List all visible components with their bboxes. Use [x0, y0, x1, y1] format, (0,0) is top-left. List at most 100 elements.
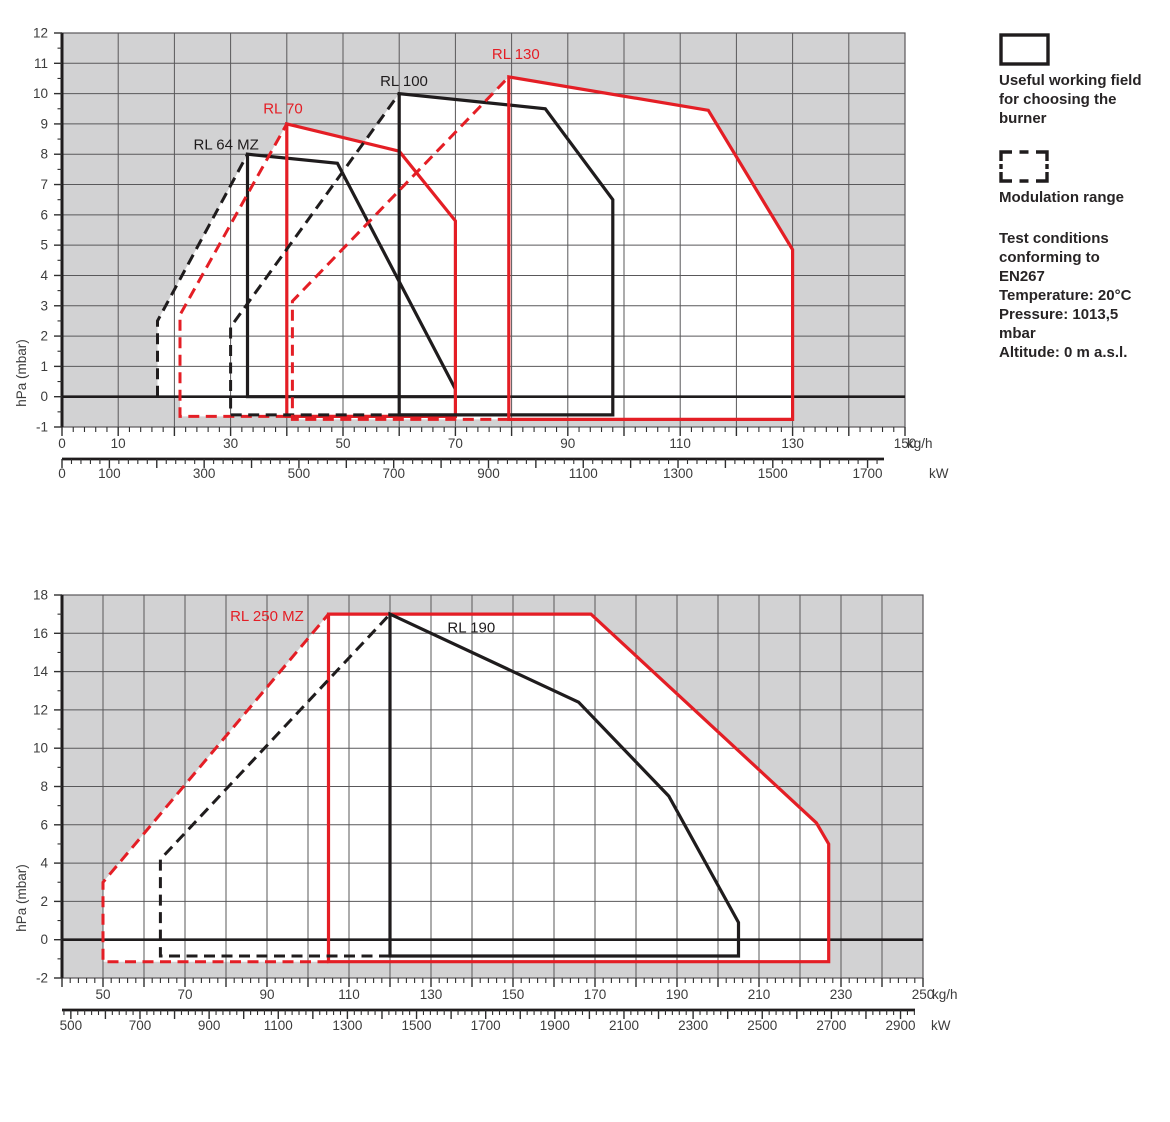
legend-line: Altitude: 0 m a.s.l. — [999, 344, 1128, 361]
kw-tick-label: 500 — [288, 466, 311, 481]
legend-line: for choosing the — [999, 91, 1117, 108]
series-label-rl-190: RL 190 — [447, 619, 495, 636]
kw-axis: 500 700 900 1100 1300 1500 1700 1900 2100 2300 250… — [60, 1008, 951, 1033]
legend-line: Pressure: 1013,5 — [999, 306, 1119, 323]
kgh-tick-label: 230 — [830, 987, 853, 1002]
kw-tick-label: 1100 — [264, 1018, 293, 1033]
test-conditions: Test conditions conforming to EN267 Temp… — [999, 229, 1170, 362]
kw-tick-label: 2100 — [609, 1018, 639, 1033]
useful-working-field-label: Useful working field for choosing the bu… — [999, 71, 1170, 128]
y-tick-label: 0 — [40, 389, 48, 404]
kw-tick-label: 2300 — [678, 1018, 708, 1033]
gridlines — [62, 594, 923, 979]
series-label-rl-64-mz: RL 64 MZ — [194, 137, 259, 154]
y-tick-label: 10 — [33, 741, 48, 756]
kw-unit-label: kW — [931, 1018, 951, 1033]
legend: Useful working field for choosing the bu… — [999, 33, 1170, 362]
y-tick-label: -2 — [36, 971, 48, 986]
series-label-rl-70: RL 70 — [263, 100, 302, 117]
solid-field-box — [999, 33, 1050, 66]
y-axis-title: hPa (mbar) — [14, 864, 29, 932]
series-label-rl-100: RL 100 — [380, 73, 428, 90]
y-tick-label: 4 — [40, 268, 48, 283]
kgh-tick-label: 70 — [448, 436, 463, 451]
kgh-tick-label: 50 — [95, 987, 110, 1002]
dashed-field-box — [999, 150, 1049, 183]
kgh-tick-label: 210 — [748, 987, 771, 1002]
y-tick-label: 16 — [33, 626, 48, 641]
kgh-tick-label: 130 — [420, 987, 443, 1002]
legend-line: burner — [999, 110, 1047, 127]
kw-tick-label: 1500 — [402, 1018, 432, 1033]
y-tick-label: 11 — [34, 56, 48, 71]
kw-tick-label: 2500 — [747, 1018, 777, 1033]
y-tick-label: -1 — [36, 420, 48, 435]
working-field-chart-large-burners: -2 0 2 4 6 8 10 12 14 16 18 hPa (mbar) 50 70 90 110 130 1… — [14, 588, 958, 1034]
kw-tick-label: 2700 — [816, 1018, 846, 1033]
kgh-tick-label: 0 — [58, 436, 66, 451]
y-tick-label: 14 — [33, 664, 49, 679]
y-tick-label: 7 — [40, 177, 48, 192]
kgh-tick-label: 90 — [560, 436, 575, 451]
y-axis-ticks: -2 0 2 4 6 8 10 12 14 16 18 — [33, 588, 62, 986]
series-rl-190 — [388, 611, 741, 958]
y-tick-label: 6 — [40, 207, 48, 222]
series-rl-130 — [507, 75, 795, 421]
kgh-tick-label: 50 — [335, 436, 350, 451]
series-rl-100 — [397, 91, 615, 417]
y-tick-label: 5 — [40, 238, 48, 253]
rl-190-region — [390, 614, 739, 956]
y-tick-label: 4 — [40, 856, 48, 871]
legend-line: Useful working field — [999, 72, 1142, 89]
y-tick-label: 18 — [33, 588, 48, 603]
kw-tick-label: 1300 — [663, 466, 693, 481]
y-tick-label: 8 — [40, 147, 48, 162]
kw-tick-label: 2900 — [886, 1018, 916, 1033]
kw-tick-label: 1700 — [471, 1018, 501, 1033]
kw-tick-label: 1300 — [332, 1018, 362, 1033]
y-tick-label: 9 — [40, 116, 48, 131]
kw-tick-label: 100 — [98, 466, 121, 481]
legend-line: Test conditions — [999, 230, 1109, 247]
legend-line: conforming to — [999, 249, 1100, 266]
kgh-tick-label: 130 — [781, 436, 804, 451]
series-rl-64-mz-modulation — [156, 153, 249, 397]
kgh-unit-label: kg/h — [932, 987, 958, 1002]
y-tick-label: 10 — [33, 86, 48, 101]
series-rl-130-modulation — [290, 75, 510, 421]
kgh-unit-label: kg/h — [907, 436, 933, 451]
kgh-tick-label: 30 — [223, 436, 238, 451]
kw-tick-label: 900 — [198, 1018, 221, 1033]
useful-working-field-symbol — [999, 33, 1050, 66]
kw-tick-label: 1900 — [540, 1018, 570, 1033]
kw-unit-label: kW — [929, 466, 949, 481]
kw-axis: 0 100 300 500 700 900 1100 1300 1500 1700 kW — [58, 457, 949, 481]
kw-tick-label: 0 — [58, 466, 66, 481]
series-rl-190-modulation — [158, 613, 392, 958]
y-tick-label: 2 — [40, 894, 48, 909]
kw-tick-label: 300 — [193, 466, 216, 481]
kw-tick-label: 1700 — [853, 466, 883, 481]
kgh-tick-label: 10 — [111, 436, 126, 451]
kw-tick-label: 900 — [477, 466, 500, 481]
kgh-tick-label: 90 — [259, 987, 274, 1002]
modulation-range-symbol — [999, 150, 1049, 183]
kw-tick-label: 700 — [129, 1018, 152, 1033]
kw-tick-label: 1500 — [758, 466, 788, 481]
kgh-tick-label: 110 — [338, 987, 360, 1002]
y-tick-label: 12 — [33, 26, 48, 41]
kw-tick-label: 700 — [382, 466, 405, 481]
kw-tick-label: 1100 — [569, 466, 598, 481]
y-tick-label: 6 — [40, 817, 48, 832]
kgh-tick-label: 110 — [669, 436, 691, 451]
series-rl-64-mz — [245, 152, 457, 399]
legend-line: Temperature: 20°C — [999, 287, 1132, 304]
y-tick-label: 1 — [40, 359, 48, 374]
modulation-range-label: Modulation range — [999, 189, 1124, 206]
